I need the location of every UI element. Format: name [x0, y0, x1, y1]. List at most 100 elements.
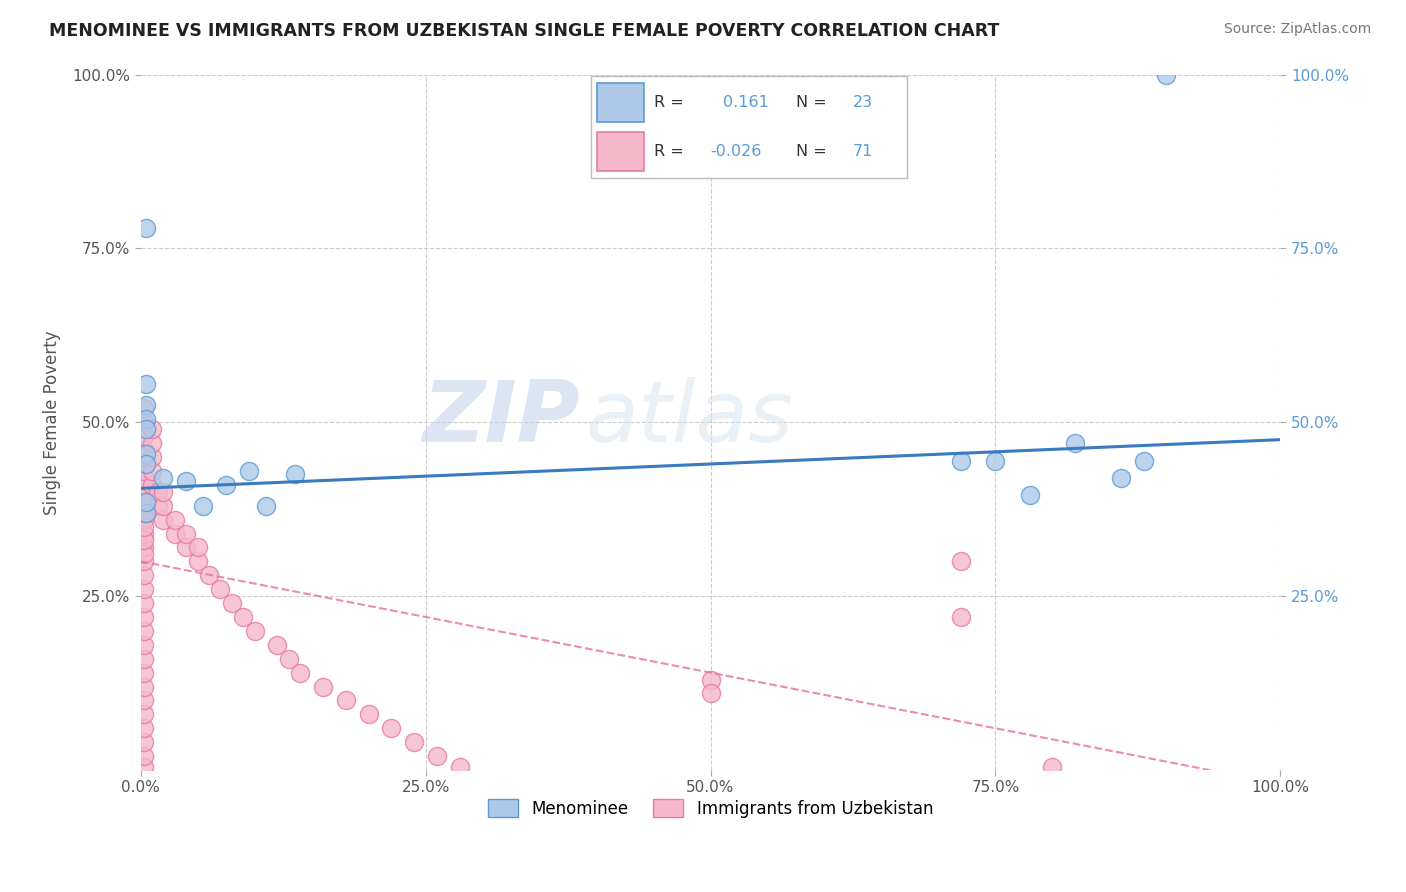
Point [1156, 68, 1178, 82]
Point [1132, 453, 1154, 467]
Text: N =: N = [796, 145, 827, 160]
Point [135, 377, 157, 392]
Point [232, 610, 254, 624]
Text: -0.026: -0.026 [710, 145, 762, 160]
Point [1018, 488, 1040, 502]
Point [132, 693, 155, 707]
Point [950, 610, 973, 624]
Point [132, 491, 155, 506]
Point [135, 411, 157, 425]
Point [132, 680, 155, 694]
Point [152, 513, 174, 527]
Text: Source: ZipAtlas.com: Source: ZipAtlas.com [1223, 22, 1371, 37]
Point [132, 450, 155, 464]
Point [132, 464, 155, 478]
Point [290, 665, 312, 680]
Point [449, 759, 471, 773]
Point [215, 478, 238, 492]
Point [132, 401, 155, 416]
Point [132, 519, 155, 533]
Text: N =: N = [796, 95, 827, 110]
Point [277, 651, 299, 665]
Point [132, 665, 155, 680]
Point [132, 526, 155, 541]
Point [132, 478, 155, 492]
Point [141, 450, 163, 464]
Point [174, 475, 197, 489]
Point [152, 499, 174, 513]
Point [243, 624, 266, 638]
Point [699, 686, 721, 700]
FancyBboxPatch shape [596, 132, 644, 171]
Point [132, 471, 155, 485]
Point [380, 721, 402, 735]
Point [221, 596, 243, 610]
Y-axis label: Single Female Poverty: Single Female Poverty [44, 330, 60, 515]
Point [132, 499, 155, 513]
Point [135, 220, 157, 235]
Text: R =: R = [654, 95, 683, 110]
Point [141, 422, 163, 436]
Point [146, 499, 169, 513]
Point [1064, 436, 1087, 450]
Point [357, 707, 380, 722]
FancyBboxPatch shape [591, 76, 907, 178]
FancyBboxPatch shape [596, 83, 644, 122]
Point [135, 495, 157, 509]
Point [132, 484, 155, 499]
Text: R =: R = [654, 145, 683, 160]
Point [699, 673, 721, 687]
Point [141, 478, 163, 492]
Point [132, 457, 155, 471]
Point [163, 513, 186, 527]
Text: 0.161: 0.161 [723, 95, 769, 110]
Point [132, 749, 155, 764]
Point [283, 467, 305, 482]
Point [141, 464, 163, 478]
Point [132, 554, 155, 568]
Point [132, 759, 155, 773]
Text: 23: 23 [853, 95, 873, 110]
Point [312, 680, 335, 694]
Point [152, 484, 174, 499]
Point [984, 453, 1007, 467]
Point [132, 415, 155, 429]
Point [132, 513, 155, 527]
Point [209, 582, 232, 597]
Point [335, 693, 357, 707]
Point [132, 582, 155, 597]
Point [132, 533, 155, 548]
Text: 71: 71 [853, 145, 873, 160]
Text: atlas: atlas [585, 377, 793, 460]
Text: MENOMINEE VS IMMIGRANTS FROM UZBEKISTAN SINGLE FEMALE POVERTY CORRELATION CHART: MENOMINEE VS IMMIGRANTS FROM UZBEKISTAN … [49, 22, 1000, 40]
Point [174, 526, 197, 541]
Point [132, 596, 155, 610]
Point [132, 548, 155, 562]
Point [135, 446, 157, 460]
Text: ZIP: ZIP [422, 377, 579, 460]
Point [132, 735, 155, 749]
Point [132, 651, 155, 665]
Point [135, 422, 157, 436]
Point [132, 568, 155, 582]
Point [132, 429, 155, 443]
Legend: Menominee, Immigrants from Uzbekistan: Menominee, Immigrants from Uzbekistan [481, 793, 939, 824]
Point [950, 554, 973, 568]
Point [187, 541, 209, 555]
Point [426, 749, 449, 764]
Point [238, 464, 260, 478]
Point [132, 721, 155, 735]
Point [132, 638, 155, 652]
Point [266, 638, 288, 652]
Point [135, 457, 157, 471]
Point [132, 506, 155, 520]
Point [1109, 471, 1132, 485]
Point [141, 436, 163, 450]
Point [198, 568, 221, 582]
Point [193, 499, 215, 513]
Point [132, 624, 155, 638]
Point [132, 443, 155, 458]
Point [174, 541, 197, 555]
Point [132, 707, 155, 722]
Point [163, 526, 186, 541]
